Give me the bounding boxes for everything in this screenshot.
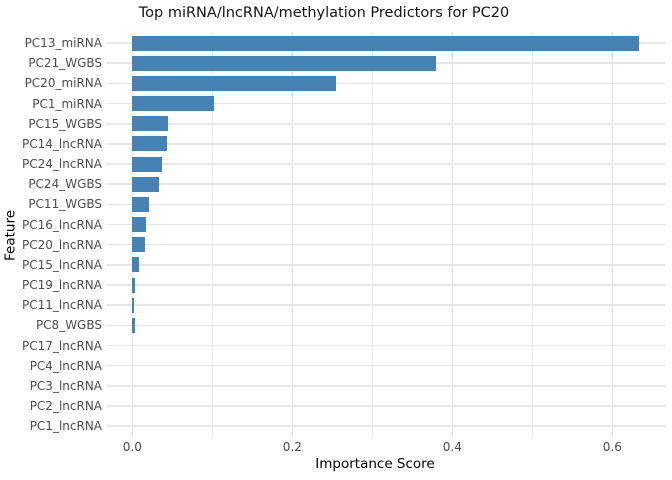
ytick-label: PC11_lncRNA xyxy=(22,298,102,313)
row-gridline xyxy=(107,405,665,407)
major-gridline xyxy=(611,32,613,437)
minor-gridline xyxy=(371,32,373,437)
bar-PC24_WGBS xyxy=(132,176,159,192)
plot-panel xyxy=(107,32,665,437)
ytick-label: PC11_WGBS xyxy=(28,197,102,212)
bar-PC13_miRNA xyxy=(132,35,640,51)
ytick-label: PC20_miRNA xyxy=(24,76,102,91)
ytick-label: PC14_lncRNA xyxy=(22,136,102,151)
ytick-label: PC8_WGBS xyxy=(35,318,102,333)
row-gridline xyxy=(107,385,665,387)
row-gridline xyxy=(107,284,665,286)
ytick-label: PC1_lncRNA xyxy=(29,419,102,434)
ytick-label: PC19_lncRNA xyxy=(22,278,102,293)
bar-PC20_miRNA xyxy=(132,75,337,91)
ytick-label: PC15_WGBS xyxy=(28,116,102,131)
minor-gridline xyxy=(531,32,533,437)
major-gridline xyxy=(291,32,293,437)
bar-PC16_lncRNA xyxy=(132,217,146,233)
bar-PC24_lncRNA xyxy=(132,156,162,172)
row-gridline xyxy=(107,183,665,185)
row-gridline xyxy=(107,122,665,125)
row-gridline xyxy=(107,203,665,206)
row-gridline xyxy=(107,143,665,145)
ytick-label: PC3_lncRNA xyxy=(29,378,102,393)
chart-title: Top miRNA/lncRNA/methylation Predictors … xyxy=(138,5,510,21)
bar-PC15_lncRNA xyxy=(132,257,139,273)
ytick-label: PC17_lncRNA xyxy=(22,338,102,353)
ytick-label: PC24_lncRNA xyxy=(22,157,102,172)
xtick-label: 0.4 xyxy=(442,440,462,454)
row-gridline xyxy=(107,264,665,266)
bar-PC14_lncRNA xyxy=(132,136,167,152)
row-gridline xyxy=(107,425,665,427)
row-gridline xyxy=(107,344,665,347)
minor-gridline xyxy=(211,32,213,437)
ytick-label: PC1_miRNA xyxy=(32,96,102,111)
row-gridline xyxy=(107,243,665,246)
major-gridline xyxy=(451,32,453,437)
row-gridline xyxy=(107,304,665,306)
ytick-label: PC4_lncRNA xyxy=(29,358,102,373)
major-gridline xyxy=(131,32,133,437)
bar-PC11_WGBS xyxy=(132,196,150,212)
xtick-label: 0.2 xyxy=(282,440,302,454)
ytick-label: PC2_lncRNA xyxy=(29,398,102,413)
bar-PC8_WGBS xyxy=(132,317,135,333)
xtick-label: 0.0 xyxy=(122,440,142,454)
row-gridline xyxy=(107,102,665,105)
row-gridline xyxy=(107,163,665,165)
row-gridline xyxy=(107,364,665,367)
row-gridline xyxy=(107,324,665,327)
xtick-label: 0.6 xyxy=(602,440,622,454)
ytick-label: PC24_WGBS xyxy=(28,177,102,192)
bar-PC15_WGBS xyxy=(132,116,169,132)
bar-PC11_lncRNA xyxy=(132,297,135,313)
ytick-label: PC21_WGBS xyxy=(28,56,102,71)
row-gridline xyxy=(107,223,665,226)
ytick-label: PC20_lncRNA xyxy=(22,237,102,252)
bar-PC21_WGBS xyxy=(132,55,437,71)
ytick-label: PC16_lncRNA xyxy=(22,217,102,232)
bar-PC20_lncRNA xyxy=(132,237,146,253)
ytick-label: PC15_lncRNA xyxy=(22,257,102,272)
x-axis-title: Importance Score xyxy=(315,456,435,472)
ytick-label: PC13_miRNA xyxy=(24,36,102,51)
bar-PC1_miRNA xyxy=(132,96,214,112)
row-gridline xyxy=(107,82,665,85)
bar-PC19_lncRNA xyxy=(132,277,136,293)
